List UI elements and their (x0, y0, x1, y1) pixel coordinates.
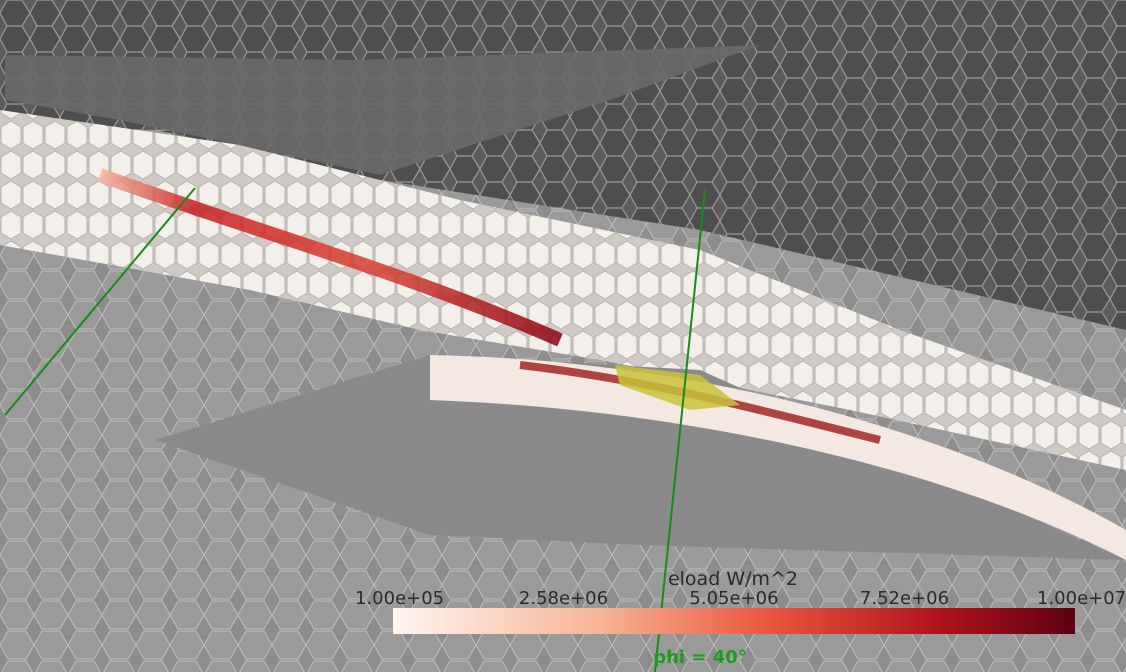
tick-label: 2.58e+06 (519, 588, 608, 609)
tick-label: 7.52e+06 (860, 588, 949, 609)
tick-label: 5.05e+06 (689, 588, 778, 609)
colorbar (393, 608, 1075, 634)
colorbar-title: eload W/m^2 (668, 568, 798, 590)
tick-label: 1.00e+05 (355, 588, 444, 609)
visualization-view: eload W/m^2 1.00e+05 2.58e+06 5.05e+06 7.52… (0, 0, 1126, 672)
angle-annotation: phi = 40° (653, 647, 747, 668)
tick-label: 1.00e+07 (1037, 588, 1126, 609)
